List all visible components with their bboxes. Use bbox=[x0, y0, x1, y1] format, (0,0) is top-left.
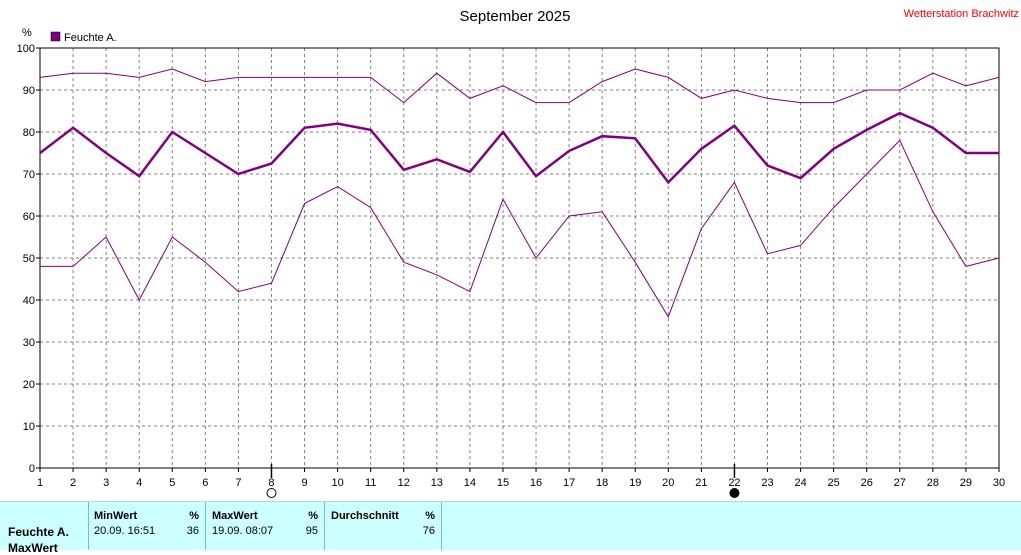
summary-row-label: Feuchte A. bbox=[8, 525, 69, 539]
x-tick-label: 24 bbox=[794, 477, 806, 489]
y-tick-label: 70 bbox=[23, 169, 35, 181]
x-tick-label: 8 bbox=[268, 477, 274, 489]
y-tick-label: 50 bbox=[23, 253, 35, 265]
min-unit: % bbox=[189, 510, 199, 522]
y-tick-label: 60 bbox=[23, 211, 35, 223]
max-time: 19.09. 08:07 bbox=[212, 525, 274, 537]
marker-filled-circle bbox=[729, 488, 740, 498]
x-tick-label: 9 bbox=[301, 477, 307, 489]
y-tick-label: 90 bbox=[23, 85, 35, 97]
legend-swatch bbox=[50, 31, 61, 42]
series-line-max bbox=[39, 68, 1000, 104]
x-tick-label: 5 bbox=[169, 477, 175, 489]
axes bbox=[36, 47, 1000, 472]
max-unit: % bbox=[308, 510, 318, 522]
series-line-avg bbox=[39, 111, 999, 185]
min-header: MinWert bbox=[94, 510, 138, 522]
x-tick-label: 20 bbox=[662, 477, 674, 489]
chart: September 2025 Wetterstation Brachwitz %… bbox=[17, 8, 1019, 498]
series-group bbox=[39, 68, 1000, 318]
x-tick-label: 29 bbox=[960, 477, 972, 489]
series-line-min bbox=[40, 139, 1000, 318]
marker-open-circle bbox=[266, 488, 277, 498]
summary-label-cell bbox=[0, 502, 89, 550]
y-unit-label: % bbox=[22, 27, 32, 39]
x-tick-label: 23 bbox=[761, 477, 773, 489]
grid bbox=[40, 48, 999, 468]
y-tick-label: 100 bbox=[17, 43, 35, 55]
x-tick-label: 17 bbox=[563, 477, 575, 489]
x-tick-label: 4 bbox=[136, 477, 142, 489]
x-tick-label: 30 bbox=[993, 477, 1005, 489]
x-tick-label: 27 bbox=[894, 477, 906, 489]
y-tick-label: 40 bbox=[23, 295, 35, 307]
x-tick-label: 7 bbox=[235, 477, 241, 489]
summary-max-cell: MaxWert % 19.09. 08:07 95 bbox=[206, 502, 325, 550]
x-tick-label: 16 bbox=[530, 477, 542, 489]
x-tick-label: 6 bbox=[202, 477, 208, 489]
max-header: MaxWert bbox=[212, 510, 258, 522]
summary-avg-cell: Durchschnitt % 76 bbox=[325, 502, 442, 550]
x-tick-label: 18 bbox=[596, 477, 608, 489]
legend-label: Feuchte A. bbox=[64, 32, 117, 44]
x-tick-label: 25 bbox=[828, 477, 840, 489]
x-tick-label: 11 bbox=[365, 477, 376, 489]
avg-header: Durchschnitt bbox=[331, 510, 399, 522]
y-tick-label: 20 bbox=[23, 379, 35, 391]
min-time: 20.09. 16:51 bbox=[94, 525, 156, 537]
x-tick-label: 21 bbox=[695, 477, 707, 489]
x-tick-label: 19 bbox=[629, 477, 641, 489]
x-tick-label: 3 bbox=[103, 477, 109, 489]
plot-frame bbox=[39, 47, 1000, 469]
chart-title: September 2025 bbox=[460, 8, 571, 25]
x-tick-label: 15 bbox=[497, 477, 509, 489]
x-tick-label: 26 bbox=[861, 477, 873, 489]
x-tick-label: 12 bbox=[398, 477, 410, 489]
summary-panel: Feuchte A. MaxWert MinWert % 20.09. 16:5… bbox=[0, 501, 1021, 555]
y-tick-label: 80 bbox=[23, 127, 35, 139]
y-tick-label: 0 bbox=[29, 463, 35, 475]
x-tick-label: 2 bbox=[70, 477, 76, 489]
x-tick-label: 22 bbox=[728, 477, 740, 489]
x-tick-label: 10 bbox=[331, 477, 343, 489]
day-markers bbox=[266, 464, 740, 498]
y-tick-label: 30 bbox=[23, 337, 35, 349]
min-value: 36 bbox=[186, 525, 199, 537]
y-tick-label: 10 bbox=[23, 421, 35, 433]
max-value: 95 bbox=[305, 525, 318, 537]
x-tick-label: 14 bbox=[464, 477, 476, 489]
avg-unit: % bbox=[425, 510, 435, 522]
x-tick-label: 28 bbox=[927, 477, 939, 489]
station-name: Wetterstation Brachwitz bbox=[904, 8, 1019, 20]
x-tick-label: 1 bbox=[37, 477, 43, 489]
avg-value: 76 bbox=[422, 525, 435, 537]
x-tick-label: 13 bbox=[431, 477, 443, 489]
summary-min-cell: MinWert % 20.09. 16:51 36 bbox=[89, 502, 206, 550]
